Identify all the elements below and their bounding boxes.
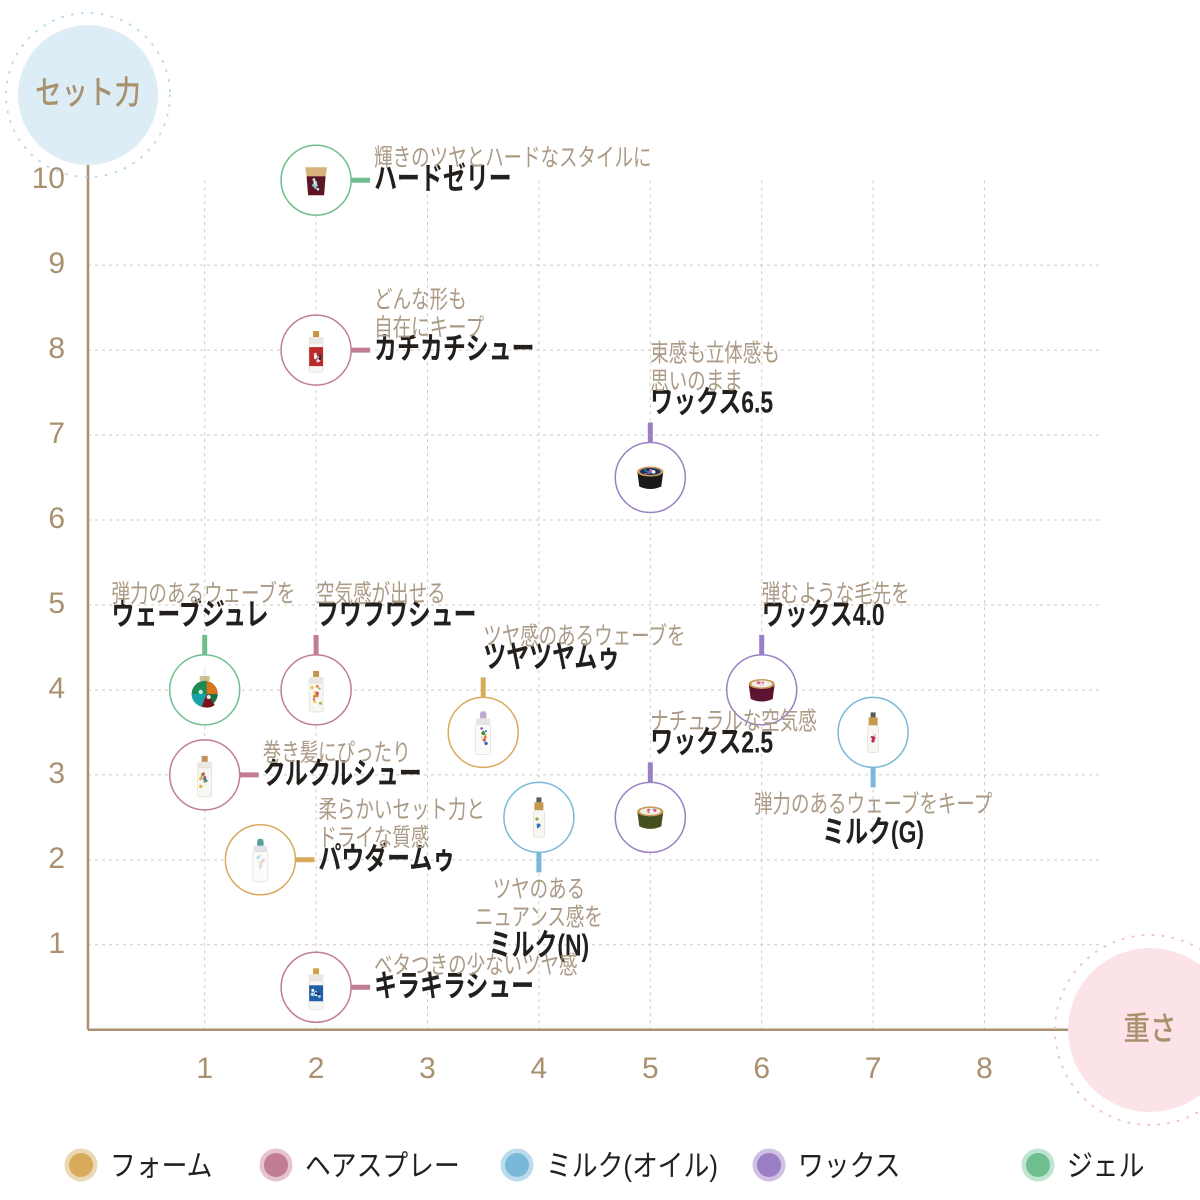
svg-text:ベタつきの少ないツヤ感: ベタつきの少ないツヤ感 — [374, 951, 577, 979]
svg-text:7: 7 — [48, 417, 65, 450]
svg-text:弾むような毛先を: 弾むような毛先を — [762, 579, 910, 607]
svg-text:どんな形も: どんな形も — [374, 285, 466, 313]
svg-text:ツヤ感のあるウェーブを: ツヤ感のあるウェーブを — [483, 622, 685, 650]
svg-text:ヘアスプレー: ヘアスプレー — [305, 1149, 460, 1182]
svg-text:巻き髪にぴったり: 巻き髪にぴったり — [263, 738, 411, 766]
svg-text:8: 8 — [976, 1052, 993, 1085]
svg-text:自在にキープ: 自在にキープ — [374, 313, 484, 341]
svg-text:ワックス: ワックス — [798, 1149, 900, 1182]
svg-text:ドライな質感: ドライな質感 — [318, 823, 429, 851]
svg-text:7: 7 — [865, 1052, 882, 1085]
svg-text:空気感が出せる: 空気感が出せる — [316, 579, 445, 607]
svg-text:4: 4 — [48, 672, 65, 705]
svg-text:8: 8 — [48, 332, 65, 365]
svg-text:フォーム: フォーム — [110, 1149, 212, 1182]
svg-text:ジェル: ジェル — [1067, 1149, 1144, 1182]
svg-text:6: 6 — [48, 502, 65, 535]
svg-text:1: 1 — [48, 927, 65, 960]
svg-text:束感も立体感も: 束感も立体感も — [650, 339, 779, 367]
svg-text:6: 6 — [753, 1052, 770, 1085]
svg-text:ミルク(オイル): ミルク(オイル) — [546, 1149, 718, 1182]
svg-text:2: 2 — [308, 1052, 325, 1085]
svg-text:セット力: セット力 — [35, 65, 141, 114]
svg-text:弾力のあるウェーブを: 弾力のあるウェーブを — [112, 579, 296, 607]
svg-text:ツヤのある: ツヤのある — [493, 875, 585, 903]
svg-text:思いのまま: 思いのまま — [650, 367, 742, 395]
svg-text:4: 4 — [531, 1052, 548, 1085]
svg-text:ナチュラルな空気感: ナチュラルな空気感 — [650, 707, 816, 735]
svg-text:3: 3 — [419, 1052, 436, 1085]
svg-text:ミルク(G): ミルク(G) — [822, 814, 924, 849]
svg-text:5: 5 — [642, 1052, 659, 1085]
svg-text:9: 9 — [48, 247, 65, 280]
svg-text:柔らかいセット力と: 柔らかいセット力と — [318, 795, 484, 823]
svg-text:1: 1 — [196, 1052, 213, 1085]
svg-text:輝きのツヤとハードなスタイルに: 輝きのツヤとハードなスタイルに — [374, 143, 651, 171]
svg-text:5: 5 — [48, 587, 65, 620]
svg-text:3: 3 — [48, 757, 65, 790]
svg-text:2: 2 — [48, 842, 65, 875]
svg-text:重さ: 重さ — [1124, 1001, 1177, 1050]
